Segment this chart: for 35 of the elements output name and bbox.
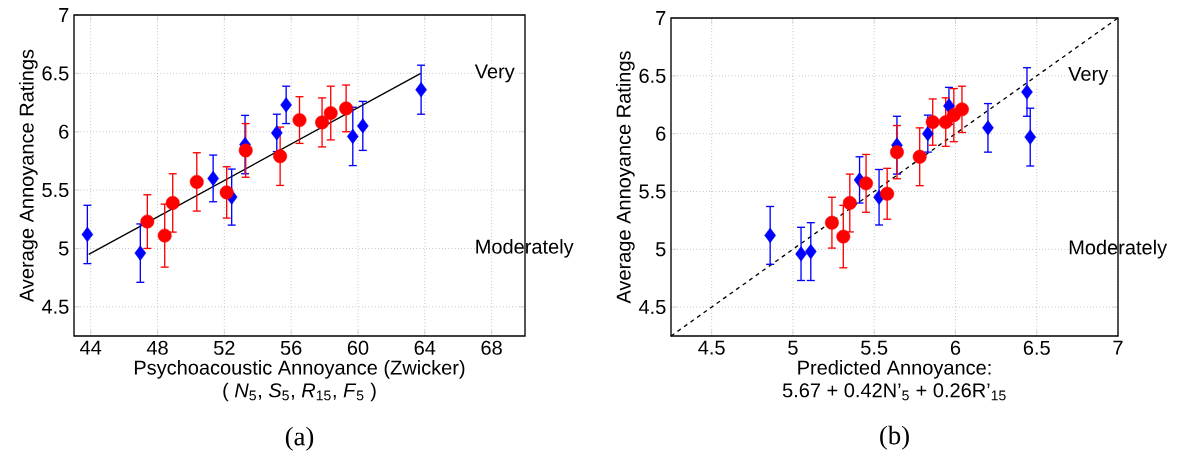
annotation: Very: [474, 64, 515, 83]
x-tick-label: 48: [146, 340, 168, 355]
text: (b): [880, 425, 909, 450]
x-axis-title: Psychoacoustic Annoyance (Zwicker): [134, 360, 465, 379]
y-tick-label: 6: [59, 124, 69, 139]
x-tick-label: 6: [950, 340, 961, 355]
y-tick-label: 7: [59, 8, 69, 22]
y-tick-label: 5.5: [42, 183, 69, 198]
x-tick-label: 52: [214, 340, 235, 355]
x-axis-title: Predicted Annoyance:: [798, 360, 991, 379]
y-tick-label: 6.5: [639, 68, 666, 83]
x-tick-label: 44: [80, 340, 102, 355]
x-tick-label: 7: [1113, 340, 1123, 355]
x-tick-label: 5: [788, 340, 798, 355]
y-tick-label: 5: [58, 241, 69, 256]
y-tick-label: 6: [656, 126, 666, 141]
y-axis-title: Average Annoyance Ratings: [19, 49, 38, 303]
x-tick-label: 64: [414, 340, 436, 355]
text: ( N$_{5}$, S$_{5}$, R$_{15}$, F$_{5}$ ): [223, 382, 376, 402]
y-tick-label: 7: [656, 11, 666, 25]
x-tick-label: 60: [347, 340, 369, 355]
y-tick-label: 6.5: [42, 66, 69, 81]
y-axis-title: Average Annoyance Ratings: [616, 51, 635, 304]
x-tick-label: 5.5: [861, 340, 888, 355]
text: 5.67 + 0.42N’$_{5}$ + 0.26R’$_{15}$: [782, 383, 1006, 401]
y-tick-label: 4.5: [638, 300, 666, 315]
x-tick-label: 56: [280, 340, 302, 355]
x-tick-label: 4.5: [698, 340, 725, 355]
text: (a): [285, 426, 314, 451]
y-tick-label: 5: [655, 242, 666, 257]
x-tick-label: 68: [481, 340, 502, 355]
y-tick-label: 5.5: [639, 184, 666, 199]
y-tick-label: 4.5: [41, 299, 69, 314]
annotation: Very: [1068, 66, 1109, 85]
x-tick-label: 6.5: [1023, 340, 1050, 355]
